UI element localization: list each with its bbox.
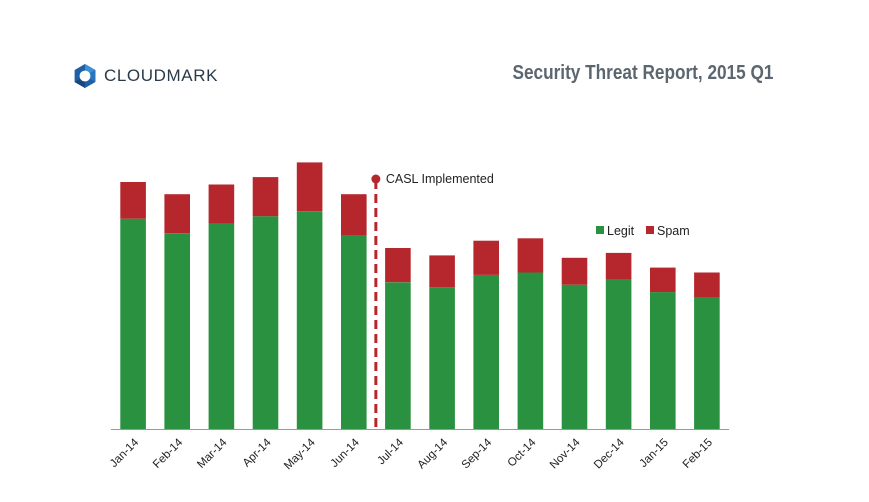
x-tick-label-jun-14: Jun-14 (329, 436, 363, 470)
bar-spam-apr-14 (252, 177, 279, 217)
bar-spam-jan-15 (650, 267, 676, 293)
bar-spam-may-14 (296, 162, 323, 212)
bar-legit-feb-14 (164, 233, 190, 429)
x-tick-label-jan-14: Jan-14 (108, 436, 142, 470)
bar-legit-dec-14 (605, 279, 632, 429)
bar-legit-sep-14 (473, 274, 499, 429)
bar-spam-jul-14 (385, 248, 411, 283)
bar-spam-jan-14 (120, 182, 146, 219)
x-tick-label-feb-14: Feb-14 (151, 436, 186, 471)
x-tick-label-mar-14: Mar-14 (195, 436, 230, 471)
x-tick-label-jul-14: Jul-14 (375, 436, 406, 467)
bar-legit-may-14 (296, 211, 323, 429)
x-tick-label-may-14: May-14 (282, 436, 318, 472)
bar-spam-feb-15 (694, 272, 720, 297)
casl-annotation: CASL Implemented (371, 172, 494, 429)
bar-spam-dec-14 (605, 252, 632, 280)
legend: Legit Spam (596, 224, 690, 238)
bar-legit-jul-14 (385, 282, 411, 429)
legend-swatch-legit (596, 226, 604, 234)
bars-group (120, 162, 720, 429)
bar-spam-oct-14 (517, 238, 544, 273)
x-tick-labels: Jan-14 Feb-14 Mar-14 Apr-14 May-14 Jun-14 Jul-… (108, 436, 715, 472)
bar-spam-aug-14 (429, 255, 455, 288)
bar-legit-nov-14 (561, 284, 588, 429)
x-tick-label-nov-14: Nov-14 (548, 436, 583, 471)
x-tick-label-oct-14: Oct-14 (506, 436, 539, 469)
bar-legit-feb-15 (694, 296, 720, 429)
casl-marker-dot (371, 174, 381, 184)
bar-legit-mar-14 (208, 223, 235, 429)
bar-spam-feb-14 (164, 194, 190, 234)
legend-swatch-spam (646, 226, 654, 234)
x-tick-label-jan-15: Jan-15 (638, 437, 671, 470)
bar-legit-jun-14 (341, 235, 367, 429)
hexagon-ring-logo-icon (74, 64, 96, 88)
bar-spam-nov-14 (561, 257, 588, 285)
legend-label-legit: Legit (607, 224, 635, 238)
bar-legit-apr-14 (252, 216, 279, 429)
x-tick-label-sep-14: Sep-14 (460, 436, 495, 471)
cloudmark-logo: CLOUDMARK (72, 63, 218, 89)
report-title: Security Threat Report, 2015 Q1 (512, 62, 773, 84)
bar-spam-mar-14 (208, 184, 235, 224)
x-tick-label-aug-14: Aug-14 (416, 436, 451, 471)
bar-spam-sep-14 (473, 240, 499, 275)
bar-spam-jun-14 (341, 194, 367, 236)
bar-legit-oct-14 (517, 272, 544, 429)
bar-legit-jan-14 (120, 218, 146, 429)
bar-legit-aug-14 (429, 287, 455, 429)
x-tick-label-feb-15: Feb-15 (681, 437, 715, 471)
casl-annotation-label: CASL Implemented (386, 172, 494, 186)
x-tick-label-dec-14: Dec-14 (592, 436, 627, 471)
legend-label-spam: Spam (657, 224, 690, 238)
logo-text: CLOUDMARK (104, 66, 219, 85)
bar-legit-jan-15 (650, 292, 676, 429)
x-tick-label-apr-14: Apr-14 (241, 436, 274, 469)
